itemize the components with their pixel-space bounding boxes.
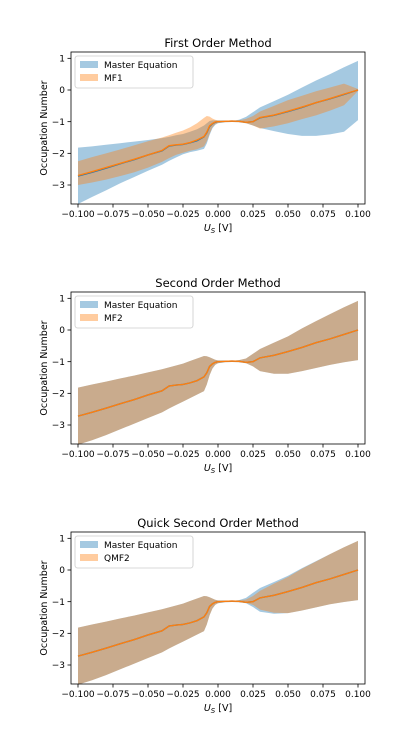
legend: Master Equation MF2 <box>74 295 194 329</box>
x-tick-label: 0.100 <box>345 210 371 220</box>
x-tick-label: −0.025 <box>166 690 199 700</box>
band-mf2 <box>78 300 358 445</box>
x-tick-label: −0.100 <box>61 450 95 460</box>
legend-swatch <box>80 541 98 548</box>
y-tick-label: −1 <box>52 598 65 608</box>
x-tick-label: −0.100 <box>61 690 95 700</box>
chart-title: Quick Second Order Method <box>137 516 299 530</box>
legend: Master Equation MF1 <box>74 55 194 89</box>
x-tick-label: 0.025 <box>240 690 266 700</box>
x-tick-label: −0.075 <box>96 210 129 220</box>
legend-entry: MF2 <box>104 314 123 324</box>
x-tick-label: 0.100 <box>345 690 371 700</box>
x-tick-label: 0.025 <box>240 450 266 460</box>
x-axis-label: US [V] <box>204 223 232 235</box>
legend-swatch <box>80 74 98 81</box>
x-axis-label: US [V] <box>204 703 232 715</box>
x-tick-label: 0.050 <box>275 690 301 700</box>
legend-swatch <box>80 314 98 321</box>
legend-swatch <box>80 301 98 308</box>
y-tick-label: −1 <box>52 118 65 128</box>
y-tick-label: 0 <box>59 326 65 336</box>
band-master-equation <box>78 300 358 445</box>
legend-entry: QMF2 <box>104 554 130 564</box>
x-axis-label: US [V] <box>204 463 232 475</box>
x-tick-label: 0.075 <box>310 210 336 220</box>
y-tick-label: 1 <box>59 535 65 545</box>
legend-box <box>74 295 194 329</box>
y-tick-label: −2 <box>52 150 65 160</box>
legend-entry: Master Equation <box>104 301 177 311</box>
x-tick-label: 0.000 <box>205 450 231 460</box>
y-tick-label: −3 <box>52 661 65 671</box>
band-master-equation <box>78 60 358 205</box>
legend-entry: MF1 <box>104 74 123 84</box>
chart-panel-1: −0.100 −0.075 −0.050 −0.025 0.000 0.025 0.050 0… <box>39 36 371 235</box>
chart-panel-3: −0.100 −0.075 −0.050 −0.025 0.000 0.025 0.050 0… <box>39 516 371 715</box>
legend-entry: Master Equation <box>104 541 177 551</box>
y-axis-label: Occupation Number <box>39 80 50 175</box>
line-qmf2 <box>77 569 359 657</box>
y-tick-label: −3 <box>52 181 65 191</box>
y-axis-label: Occupation Number <box>39 320 50 415</box>
x-tick-label: 0.025 <box>240 210 266 220</box>
x-tick-label: −0.025 <box>166 450 199 460</box>
chart-title: First Order Method <box>164 36 271 50</box>
x-tick-label: −0.025 <box>166 210 199 220</box>
x-tick-label: 0.100 <box>345 450 371 460</box>
x-tick-label: −0.050 <box>131 690 165 700</box>
band-mf1 <box>78 83 358 185</box>
legend-swatch <box>80 61 98 68</box>
x-tick-label: −0.075 <box>96 690 129 700</box>
chart-panel-2: −0.100 −0.075 −0.050 −0.025 0.000 0.025 0.050 0… <box>39 276 371 475</box>
y-tick-label: −3 <box>52 421 65 431</box>
y-axis-label: Occupation Number <box>39 560 50 655</box>
legend-swatch <box>80 554 98 561</box>
x-tick-label: 0.000 <box>205 210 231 220</box>
x-tick-label: −0.050 <box>131 450 165 460</box>
legend-box <box>74 535 194 569</box>
x-tick-label: 0.075 <box>310 450 336 460</box>
y-tick-label: −2 <box>52 630 65 640</box>
y-tick-label: 0 <box>59 86 65 96</box>
x-tick-label: −0.075 <box>96 450 129 460</box>
y-tick-label: 1 <box>59 295 65 305</box>
legend-box <box>74 55 194 89</box>
legend: Master Equation QMF2 <box>74 535 194 569</box>
x-tick-label: 0.075 <box>310 690 336 700</box>
y-tick-label: 1 <box>59 55 65 65</box>
legend-entry: Master Equation <box>104 61 177 71</box>
x-tick-label: 0.050 <box>275 450 301 460</box>
x-tick-label: −0.050 <box>131 210 165 220</box>
y-tick-label: 0 <box>59 566 65 576</box>
line-mf1 <box>77 89 359 177</box>
y-tick-label: −2 <box>52 390 65 400</box>
y-tick-label: −1 <box>52 358 65 368</box>
band-qmf2 <box>78 540 358 685</box>
x-tick-label: 0.050 <box>275 210 301 220</box>
x-tick-label: −0.100 <box>61 210 95 220</box>
band-master-equation <box>78 540 358 685</box>
line-mf2 <box>77 329 359 417</box>
x-tick-label: 0.000 <box>205 690 231 700</box>
chart-title: Second Order Method <box>155 276 280 290</box>
